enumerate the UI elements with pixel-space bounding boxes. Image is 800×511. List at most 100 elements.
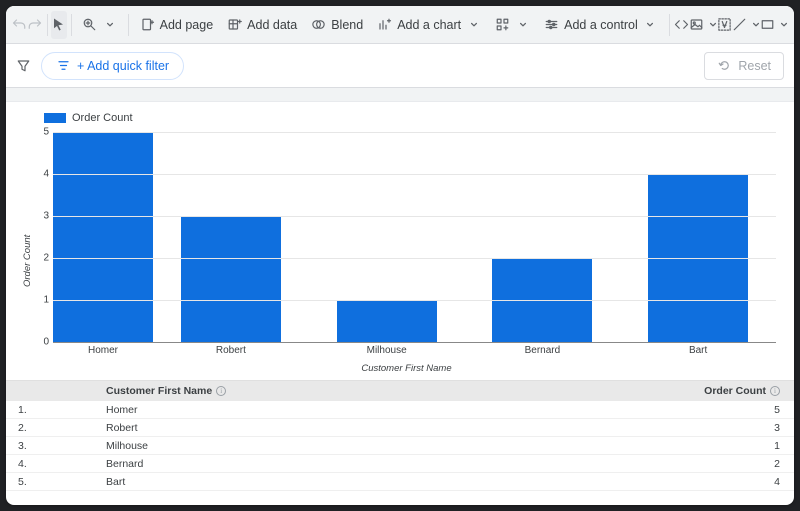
undo-icon [12, 17, 27, 32]
grid-line [53, 258, 776, 259]
undo-button[interactable] [12, 11, 27, 39]
add-page-button[interactable]: Add page [133, 11, 221, 39]
canvas: Order Count Order Count 012345 Customer … [6, 88, 794, 505]
line-button[interactable] [732, 11, 760, 39]
legend-swatch [44, 113, 66, 123]
row-index: 4. [6, 458, 106, 470]
add-page-icon [140, 17, 155, 32]
chart-component[interactable]: Order Count Order Count 012345 Customer … [6, 102, 794, 380]
bar[interactable] [181, 216, 281, 342]
row-count: 5 [684, 404, 794, 416]
add-control-button[interactable]: Add a control [537, 11, 665, 39]
app-window: Add page Add data Blend Add a chart Add … [6, 6, 794, 505]
chevron-down-icon [780, 17, 788, 32]
legend-label: Order Count [72, 112, 133, 124]
data-table[interactable]: Customer First Namei Order Counti 1.Home… [6, 380, 794, 491]
row-count: 2 [684, 458, 794, 470]
bar-slot [309, 132, 465, 342]
bar-slot [465, 132, 621, 342]
chevron-down-icon [466, 17, 481, 32]
table-row[interactable]: 3.Milhouse1 [6, 437, 794, 455]
row-name: Bernard [106, 458, 684, 470]
add-control-label: Add a control [564, 18, 638, 32]
row-name: Homer [106, 404, 684, 416]
bar-slot [620, 132, 776, 342]
image-icon [689, 17, 704, 32]
row-index: 5. [6, 476, 106, 488]
funnel-icon [16, 58, 31, 73]
grid-line [53, 300, 776, 301]
plot: 012345 Customer First Name HomerRobertMi… [33, 128, 780, 376]
add-chart-button[interactable]: Add a chart [370, 11, 488, 39]
chevron-down-icon [643, 17, 658, 32]
table-header: Customer First Namei Order Counti [6, 381, 794, 401]
bar-slot [153, 132, 309, 342]
chevron-down-icon [709, 17, 717, 32]
line-icon [732, 17, 747, 32]
blend-icon [311, 17, 326, 32]
add-quick-filter-button[interactable]: + Add quick filter [41, 52, 184, 80]
table-col-name[interactable]: Customer First Namei [106, 385, 684, 397]
row-index: 2. [6, 422, 106, 434]
y-tick: 3 [35, 211, 49, 222]
row-name: Robert [106, 422, 684, 434]
text-icon [717, 17, 732, 32]
bar[interactable] [53, 132, 153, 342]
bar-chart: Order Count 012345 Customer First Name H… [20, 128, 780, 376]
table-row[interactable]: 5.Bart4 [6, 473, 794, 491]
grid-line [53, 174, 776, 175]
zoom-icon [82, 17, 97, 32]
bars [53, 132, 776, 342]
grid-line [53, 216, 776, 217]
chevron-down-icon [515, 17, 530, 32]
chart-legend: Order Count [44, 112, 780, 124]
y-tick: 1 [35, 295, 49, 306]
y-tick: 2 [35, 253, 49, 264]
info-icon[interactable]: i [770, 386, 780, 396]
chart-icon [377, 17, 392, 32]
community-viz-icon [495, 17, 510, 32]
toolbar-separator [47, 14, 48, 36]
bar-slot [53, 132, 153, 342]
blend-button[interactable]: Blend [304, 11, 370, 39]
shape-button[interactable] [760, 11, 788, 39]
embed-button[interactable] [673, 11, 688, 39]
table-row[interactable]: 1.Homer5 [6, 401, 794, 419]
grid-line [53, 342, 776, 343]
reset-button[interactable]: Reset [704, 52, 784, 80]
bar[interactable] [337, 300, 437, 342]
info-icon[interactable]: i [216, 386, 226, 396]
add-data-icon [227, 17, 242, 32]
table-col-count[interactable]: Order Counti [684, 385, 794, 397]
redo-icon [27, 17, 42, 32]
zoom-button[interactable] [75, 11, 124, 39]
redo-button[interactable] [27, 11, 42, 39]
y-axis-label: Order Count [20, 128, 33, 376]
x-tick: Robert [216, 345, 246, 356]
filter-icon [56, 58, 71, 73]
x-tick: Bart [689, 345, 707, 356]
image-button[interactable] [689, 11, 717, 39]
grid-line [53, 132, 776, 133]
community-viz-button[interactable] [488, 11, 537, 39]
text-button[interactable] [717, 11, 732, 39]
reset-label: Reset [738, 59, 771, 73]
plot-area: 012345 [53, 132, 776, 342]
x-tick: Homer [88, 345, 118, 356]
cursor-icon [51, 17, 66, 32]
y-tick: 4 [35, 169, 49, 180]
rect-icon [760, 17, 775, 32]
reset-icon [717, 58, 732, 73]
table-body: 1.Homer52.Robert33.Milhouse14.Bernard25.… [6, 401, 794, 491]
table-row[interactable]: 2.Robert3 [6, 419, 794, 437]
row-index: 3. [6, 440, 106, 452]
y-tick: 5 [35, 127, 49, 138]
x-tick: Milhouse [367, 345, 407, 356]
table-row[interactable]: 4.Bernard2 [6, 455, 794, 473]
select-tool-button[interactable] [51, 11, 66, 39]
row-count: 1 [684, 440, 794, 452]
add-data-button[interactable]: Add data [220, 11, 304, 39]
x-tick: Bernard [525, 345, 561, 356]
code-icon [674, 17, 689, 32]
control-icon [544, 17, 559, 32]
